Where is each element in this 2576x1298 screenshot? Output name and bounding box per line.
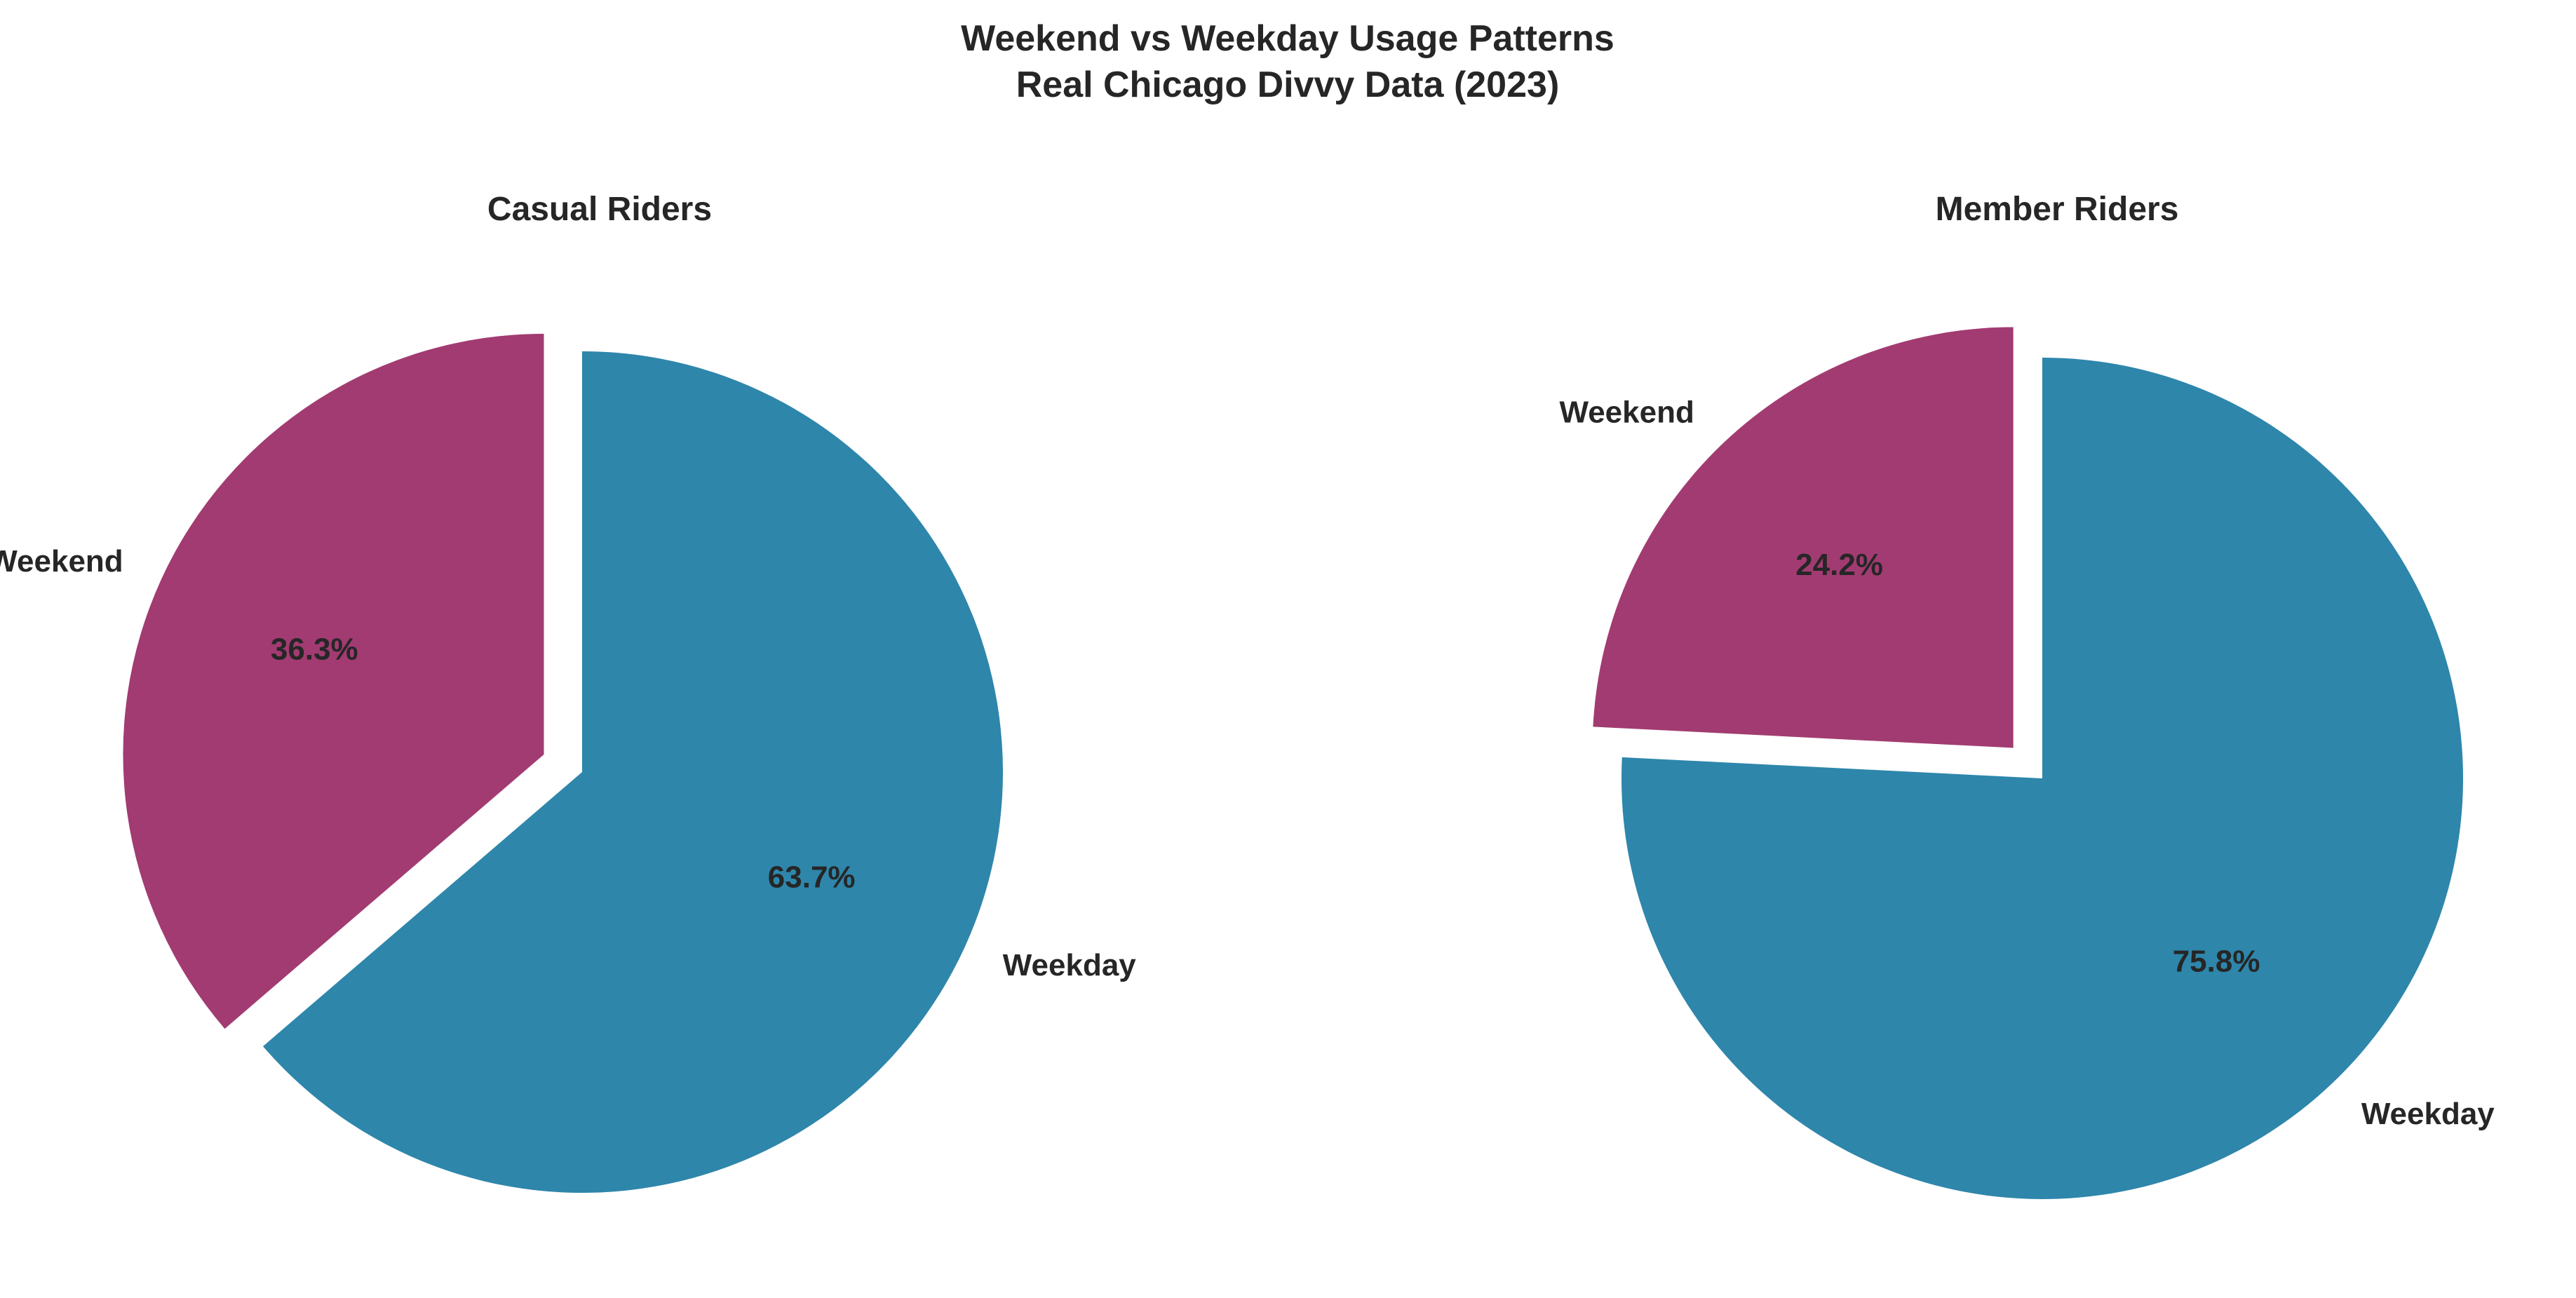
member-riders-weekend-percent: 24.2% <box>1795 548 1883 582</box>
member-riders-weekday-slice <box>1621 358 2463 1200</box>
figure-title-line-1: Weekend vs Weekday Usage Patterns <box>961 18 1614 59</box>
casual-riders-title: Casual Riders <box>487 191 712 228</box>
member-riders-weekday-percent: 75.8% <box>2173 944 2260 978</box>
casual-riders-weekday-label: Weekday <box>1003 948 1136 982</box>
member-riders-weekend-slice <box>1593 327 2014 748</box>
casual-riders-weekend-label: Weekend <box>0 544 123 579</box>
casual-riders-weekend-percent: 36.3% <box>271 632 358 666</box>
casual-riders-weekday-percent: 63.7% <box>768 860 856 895</box>
member-riders-weekend-label: Weekend <box>1559 396 1694 430</box>
casual-riders-weekend-slice <box>123 333 544 1029</box>
casual-riders-pie: Casual Riders Weekday 63.7% Weekend 36.3% <box>0 191 1136 1194</box>
casual-riders-weekday-slice <box>262 351 1003 1194</box>
member-riders-pie: Member Riders Weekday 75.8% Weekend 24.2% <box>1559 191 2495 1200</box>
figure-title-line-2: Real Chicago Divvy Data (2023) <box>1016 65 1560 105</box>
member-riders-title: Member Riders <box>1936 191 2179 228</box>
member-riders-weekday-label: Weekday <box>2361 1097 2495 1131</box>
